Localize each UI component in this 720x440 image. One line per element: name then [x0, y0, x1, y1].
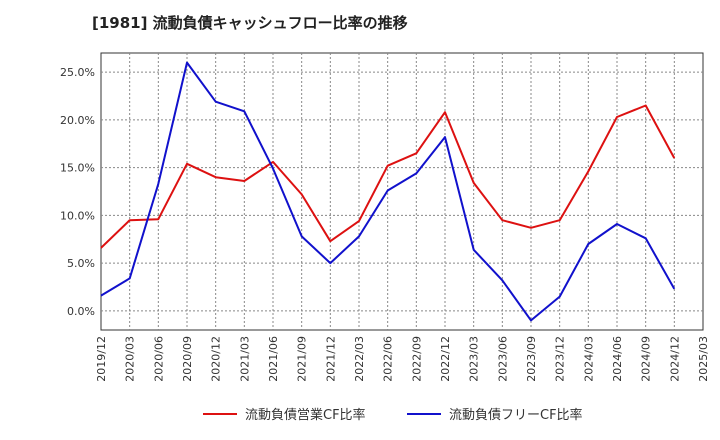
y-tick-label: 15.0% — [60, 162, 95, 175]
x-axis-ticks: 2019/12 2020/03 2020/06 2020/09 2020/12 2021/… — [95, 336, 710, 382]
legend: 流動負債営業CF比率 流動負債フリーCF比率 — [203, 407, 583, 423]
x-tick-label: 2023/06 — [496, 336, 509, 382]
x-tick-label: 2022/06 — [382, 336, 395, 382]
x-tick-label: 2020/03 — [124, 336, 137, 382]
y-tick-label: 5.0% — [67, 257, 95, 270]
x-tick-label: 2025/03 — [697, 336, 710, 382]
legend-label: 流動負債フリーCF比率 — [449, 407, 583, 423]
x-tick-label: 2024/06 — [611, 336, 624, 382]
y-tick-label: 0.0% — [67, 305, 95, 318]
y-tick-label: 10.0% — [60, 209, 95, 222]
x-tick-label: 2023/09 — [525, 336, 538, 382]
x-tick-label: 2021/12 — [324, 336, 337, 382]
x-tick-label: 2024/03 — [582, 336, 595, 382]
x-tick-label: 2021/09 — [296, 336, 309, 382]
x-tick-label: 2022/03 — [353, 336, 366, 382]
x-tick-label: 2022/12 — [439, 336, 452, 382]
y-axis-ticks: 25.0% 20.0% 15.0% 10.0% 5.0% 0.0% — [60, 66, 95, 318]
y-tick-label: 25.0% — [60, 66, 95, 79]
x-tick-label: 2021/03 — [238, 336, 251, 382]
x-tick-label: 2024/12 — [668, 336, 681, 382]
y-tick-label: 20.0% — [60, 114, 95, 127]
chart-title: [1981] 流動負債キャッシュフロー比率の推移 — [92, 14, 408, 32]
plot-area — [100, 52, 704, 331]
x-tick-label: 2020/06 — [152, 336, 165, 382]
x-tick-label: 2020/09 — [181, 336, 194, 382]
x-tick-label: 2022/09 — [410, 336, 423, 382]
series-line-1 — [100, 104, 676, 249]
x-tick-label: 2024/09 — [640, 336, 653, 382]
grid-lines — [101, 53, 703, 330]
legend-label: 流動負債営業CF比率 — [245, 407, 366, 423]
x-tick-label: 2023/03 — [468, 336, 481, 382]
x-tick-label: 2023/12 — [554, 336, 567, 382]
series-line-2 — [100, 61, 676, 322]
x-tick-label: 2020/12 — [210, 336, 223, 382]
x-tick-label: 2019/12 — [95, 336, 108, 382]
series-lines — [100, 61, 676, 322]
x-tick-label: 2021/06 — [267, 336, 280, 382]
